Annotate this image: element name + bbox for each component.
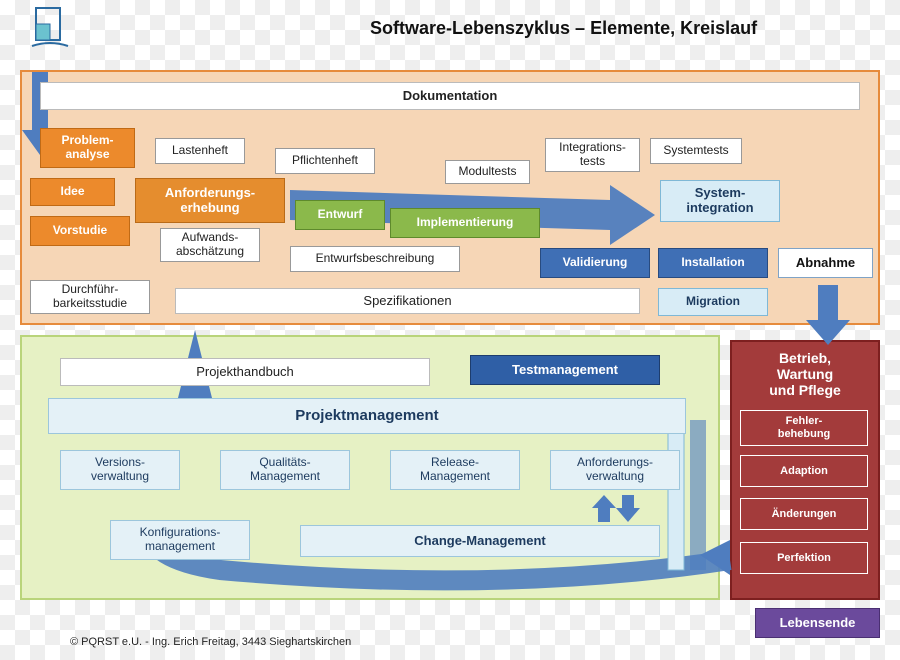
box-entwurf: Entwurf bbox=[295, 200, 385, 230]
box-idee: Idee bbox=[30, 178, 115, 206]
box-entwurfsbeschreibung: Entwurfsbeschreibung bbox=[290, 246, 460, 272]
box-integrationstests: Integrations- tests bbox=[545, 138, 640, 172]
operations-header: Betrieb, Wartung und Pflege bbox=[735, 345, 875, 403]
box-versionsverwaltung: Versions- verwaltung bbox=[60, 450, 180, 490]
footer-text: © PQRST e.U. - Ing. Erich Freitag, 3443 … bbox=[70, 636, 351, 648]
diagram-root: Software-Lebenszyklus – Elemente, Kreisl… bbox=[0, 0, 900, 660]
box-projekthandbuch: Projekthandbuch bbox=[60, 358, 430, 386]
box-release: Release- Management bbox=[390, 450, 520, 490]
box-projektmanagement: Projektmanagement bbox=[48, 398, 686, 434]
operations-item-0: Fehler- behebung bbox=[740, 410, 868, 446]
box-abnahme: Abnahme bbox=[778, 248, 873, 278]
box-konfig: Konfigurations- management bbox=[110, 520, 250, 560]
operations-item-2: Änderungen bbox=[740, 498, 868, 530]
box-dokumentation: Dokumentation bbox=[40, 82, 860, 110]
box-problemanalyse: Problem- analyse bbox=[40, 128, 135, 168]
operations-item-1: Adaption bbox=[740, 455, 868, 487]
box-anforderungsverwaltung: Anforderungs- verwaltung bbox=[550, 450, 680, 490]
box-installation: Installation bbox=[658, 248, 768, 278]
operations-item-3: Perfektion bbox=[740, 542, 868, 574]
box-migration: Migration bbox=[658, 288, 768, 316]
box-lastenheft: Lastenheft bbox=[155, 138, 245, 164]
box-testmanagement: Testmanagement bbox=[470, 355, 660, 385]
box-implementierung: Implementierung bbox=[390, 208, 540, 238]
box-durchfuehrbarkeit: Durchführ- barkeitsstudie bbox=[30, 280, 150, 314]
box-vorstudie: Vorstudie bbox=[30, 216, 130, 246]
box-systemtests: Systemtests bbox=[650, 138, 742, 164]
box-anforderung: Anforderungs- erhebung bbox=[135, 178, 285, 223]
box-change: Change-Management bbox=[300, 525, 660, 557]
box-qualitaet: Qualitäts- Management bbox=[220, 450, 350, 490]
box-systemintegration: System- integration bbox=[660, 180, 780, 222]
box-spezifikationen: Spezifikationen bbox=[175, 288, 640, 314]
box-lebensende: Lebensende bbox=[755, 608, 880, 638]
box-aufwand: Aufwands- abschätzung bbox=[160, 228, 260, 262]
box-pflichtenheft: Pflichtenheft bbox=[275, 148, 375, 174]
box-modultests: Modultests bbox=[445, 160, 530, 184]
box-validierung: Validierung bbox=[540, 248, 650, 278]
